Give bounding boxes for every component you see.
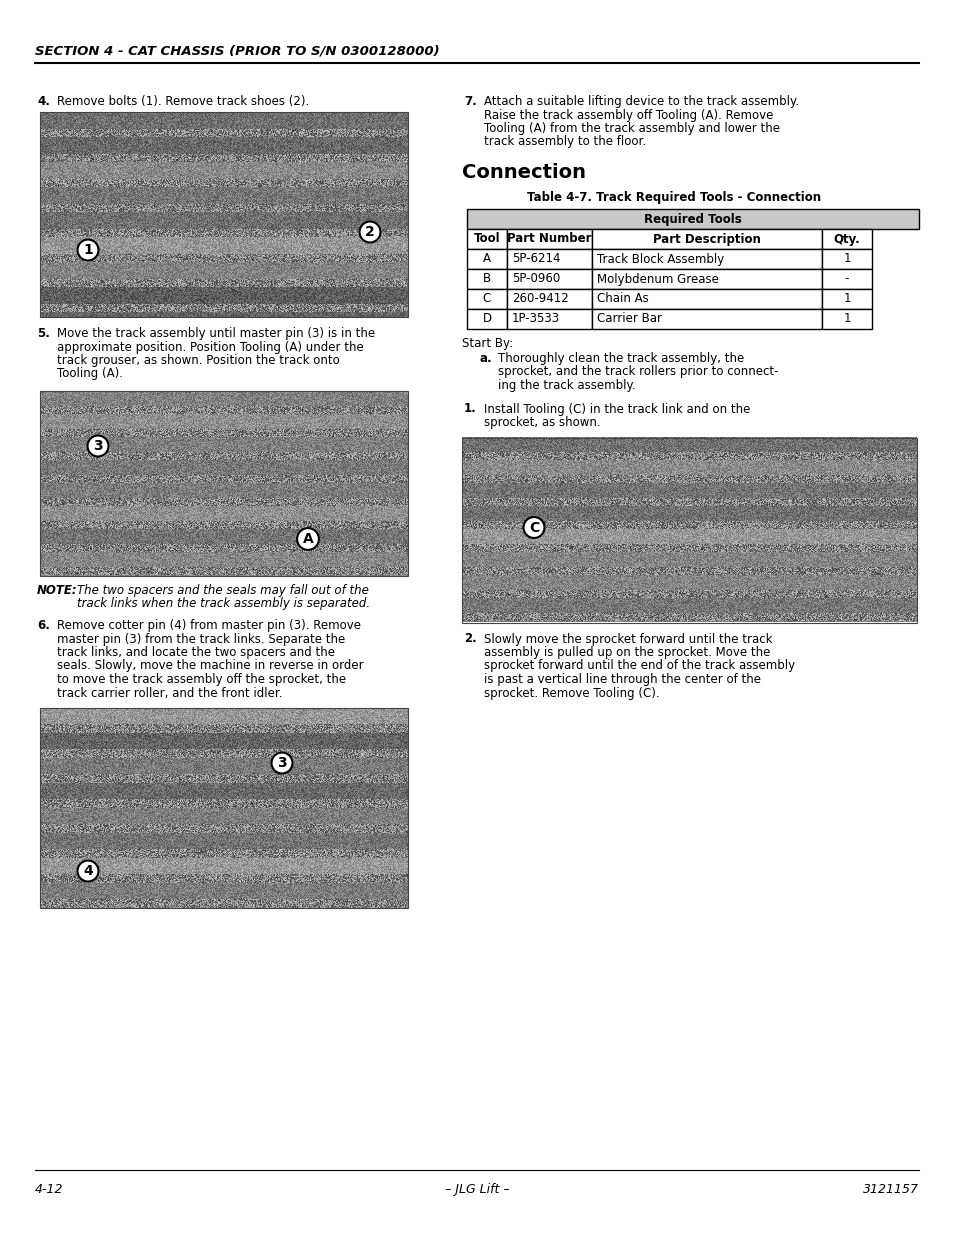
Bar: [461, 437, 916, 622]
Bar: [40, 112, 408, 317]
Text: 3: 3: [93, 438, 103, 453]
Text: Start By:: Start By:: [461, 337, 513, 350]
Text: Tooling (A).: Tooling (A).: [57, 368, 123, 380]
Bar: [506, 289, 592, 309]
Text: Part Description: Part Description: [653, 232, 760, 246]
Bar: [467, 309, 506, 329]
Bar: [592, 289, 821, 309]
Text: track grouser, as shown. Position the track onto: track grouser, as shown. Position the tr…: [57, 354, 339, 367]
Bar: [592, 309, 821, 329]
Text: A: A: [302, 532, 313, 546]
Bar: [506, 228, 592, 249]
Bar: [821, 269, 871, 289]
Text: 2: 2: [365, 225, 375, 240]
Text: 5P-6214: 5P-6214: [512, 252, 560, 266]
Text: 4: 4: [83, 864, 92, 878]
Text: 7.: 7.: [463, 95, 476, 107]
Text: Required Tools: Required Tools: [643, 212, 741, 226]
Bar: [40, 391, 408, 576]
Text: Connection: Connection: [461, 163, 585, 182]
Bar: [467, 228, 506, 249]
Text: Tool: Tool: [474, 232, 499, 246]
Text: 1: 1: [842, 312, 850, 326]
Text: Tooling (A) from the track assembly and lower the: Tooling (A) from the track assembly and …: [483, 122, 780, 135]
Bar: [506, 249, 592, 269]
Text: track links when the track assembly is separated.: track links when the track assembly is s…: [77, 598, 370, 610]
Text: track links, and locate the two spacers and the: track links, and locate the two spacers …: [57, 646, 335, 659]
Text: 1: 1: [83, 243, 92, 257]
Bar: [592, 249, 821, 269]
Text: 5P-0960: 5P-0960: [512, 273, 559, 285]
Bar: [506, 269, 592, 289]
Text: C: C: [482, 293, 491, 305]
Text: assembly is pulled up on the sprocket. Move the: assembly is pulled up on the sprocket. M…: [483, 646, 770, 659]
Text: Install Tooling (C) in the track link and on the: Install Tooling (C) in the track link an…: [483, 403, 750, 415]
Text: Raise the track assembly off Tooling (A). Remove: Raise the track assembly off Tooling (A)…: [483, 109, 773, 121]
Bar: [821, 289, 871, 309]
Text: is past a vertical line through the center of the: is past a vertical line through the cent…: [483, 673, 760, 685]
Text: 4-12: 4-12: [35, 1183, 64, 1195]
Text: SECTION 4 - CAT CHASSIS (PRIOR TO S/N 0300128000): SECTION 4 - CAT CHASSIS (PRIOR TO S/N 03…: [35, 44, 439, 58]
Text: 2.: 2.: [463, 632, 476, 646]
Text: NOTE:: NOTE:: [37, 584, 77, 597]
Text: Molybdenum Grease: Molybdenum Grease: [597, 273, 719, 285]
Text: track assembly to the floor.: track assembly to the floor.: [483, 136, 645, 148]
Text: sprocket, and the track rollers prior to connect-: sprocket, and the track rollers prior to…: [497, 366, 778, 378]
Text: sprocket. Remove Tooling (C).: sprocket. Remove Tooling (C).: [483, 687, 659, 699]
Bar: [592, 269, 821, 289]
Text: Qty.: Qty.: [833, 232, 860, 246]
Text: track carrier roller, and the front idler.: track carrier roller, and the front idle…: [57, 687, 282, 699]
Text: Move the track assembly until master pin (3) is in the: Move the track assembly until master pin…: [57, 327, 375, 340]
Text: a.: a.: [479, 352, 492, 366]
Text: approximate position. Position Tooling (A) under the: approximate position. Position Tooling (…: [57, 341, 363, 353]
Text: master pin (3) from the track links. Separate the: master pin (3) from the track links. Sep…: [57, 632, 345, 646]
Bar: [40, 708, 408, 908]
Bar: [821, 309, 871, 329]
Text: A: A: [482, 252, 491, 266]
Text: Table 4-7. Track Required Tools - Connection: Table 4-7. Track Required Tools - Connec…: [526, 191, 821, 204]
Text: Remove cotter pin (4) from master pin (3). Remove: Remove cotter pin (4) from master pin (3…: [57, 619, 360, 632]
Bar: [467, 289, 506, 309]
Text: – JLG Lift –: – JLG Lift –: [444, 1183, 509, 1195]
Text: ing the track assembly.: ing the track assembly.: [497, 379, 635, 391]
Text: 5.: 5.: [37, 327, 50, 340]
Bar: [467, 269, 506, 289]
Text: sprocket forward until the end of the track assembly: sprocket forward until the end of the tr…: [483, 659, 794, 673]
Bar: [592, 228, 821, 249]
Bar: [821, 228, 871, 249]
Text: B: B: [482, 273, 491, 285]
Text: The two spacers and the seals may fall out of the: The two spacers and the seals may fall o…: [77, 584, 369, 597]
Text: 1.: 1.: [463, 403, 476, 415]
Text: sprocket, as shown.: sprocket, as shown.: [483, 416, 600, 429]
Text: Carrier Bar: Carrier Bar: [597, 312, 661, 326]
Text: Slowly move the sprocket forward until the track: Slowly move the sprocket forward until t…: [483, 632, 772, 646]
Text: Remove bolts (1). Remove track shoes (2).: Remove bolts (1). Remove track shoes (2)…: [57, 95, 309, 107]
Text: 6.: 6.: [37, 619, 50, 632]
Text: Track Block Assembly: Track Block Assembly: [597, 252, 723, 266]
Bar: [467, 249, 506, 269]
Text: to move the track assembly off the sprocket, the: to move the track assembly off the sproc…: [57, 673, 346, 685]
Bar: [506, 309, 592, 329]
Text: 260-9412: 260-9412: [512, 293, 568, 305]
Text: 1P-3533: 1P-3533: [512, 312, 559, 326]
Text: Attach a suitable lifting device to the track assembly.: Attach a suitable lifting device to the …: [483, 95, 799, 107]
Text: 3121157: 3121157: [862, 1183, 918, 1195]
Text: 4.: 4.: [37, 95, 50, 107]
Text: seals. Slowly, move the machine in reverse in order: seals. Slowly, move the machine in rever…: [57, 659, 363, 673]
Text: 1: 1: [842, 252, 850, 266]
Bar: [821, 249, 871, 269]
Text: Part Number: Part Number: [507, 232, 591, 246]
Text: C: C: [528, 520, 538, 535]
Text: 3: 3: [277, 756, 287, 769]
Text: 1: 1: [842, 293, 850, 305]
Text: -: -: [844, 273, 848, 285]
Text: Chain As: Chain As: [597, 293, 648, 305]
Text: D: D: [482, 312, 491, 326]
Bar: [467, 209, 918, 228]
Text: Thoroughly clean the track assembly, the: Thoroughly clean the track assembly, the: [497, 352, 743, 366]
